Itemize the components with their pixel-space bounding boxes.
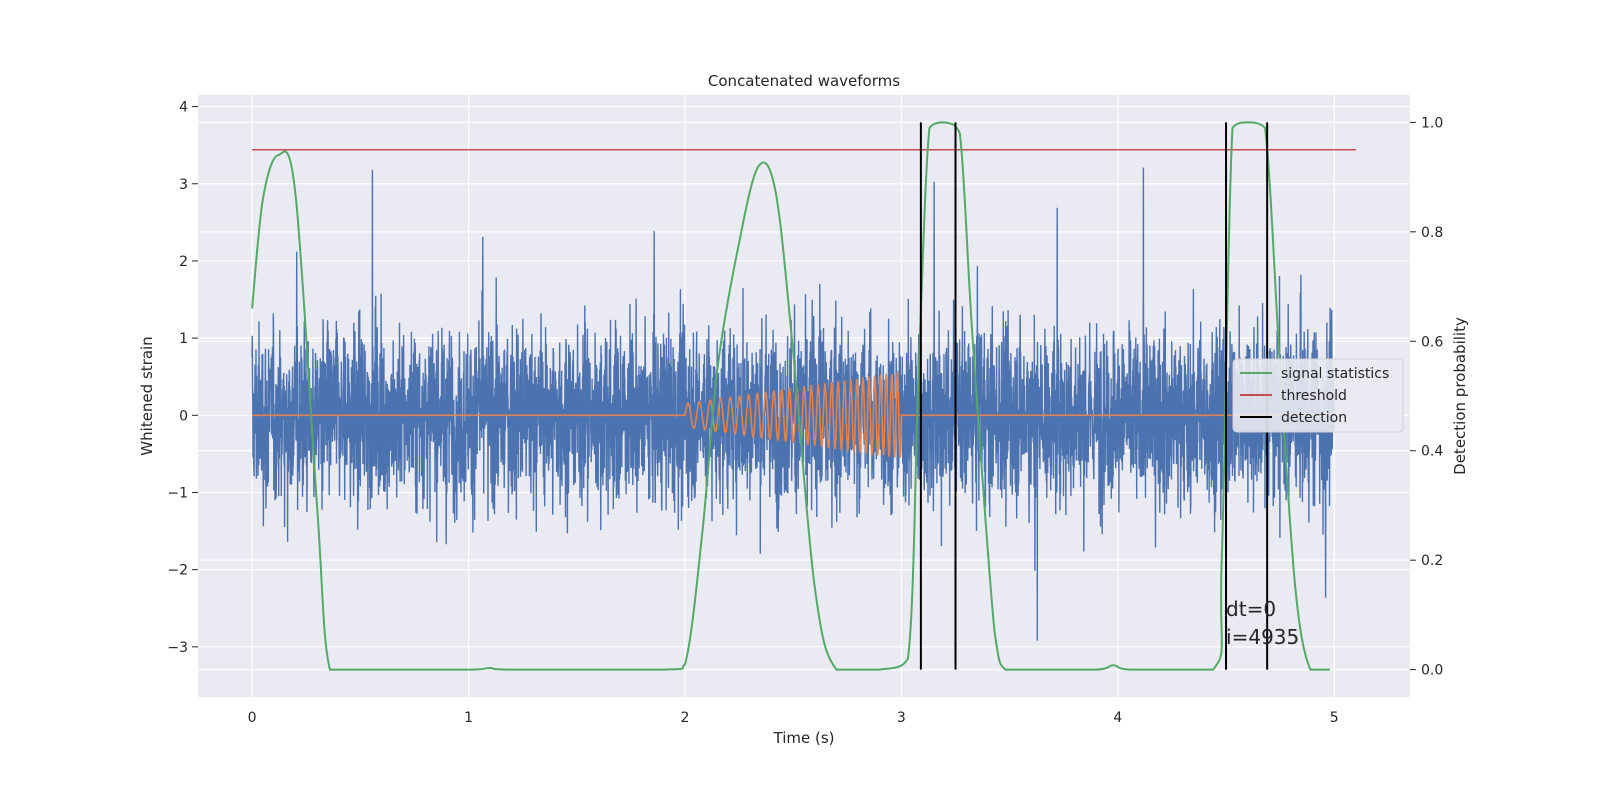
y-tick-label: 2 (179, 254, 188, 270)
y-tick-label: 3 (179, 177, 188, 193)
legend: signal statistics threshold detection (1232, 358, 1404, 433)
ticks: 0 1 2 3 4 5 −3 −2 −1 0 1 2 3 4 0.0 0.2 0.4 0.6 0.8 1.0 (167, 100, 1443, 726)
x-tick-label: 5 (1330, 710, 1339, 726)
annotation-index: i=4935 (1226, 625, 1299, 649)
legend-label: detection (1281, 410, 1347, 426)
y2-tick-label: 0.6 (1421, 334, 1443, 350)
y2-tick-label: 0.2 (1421, 553, 1443, 569)
x-tick-label: 2 (681, 710, 690, 726)
x-tick-label: 1 (464, 710, 473, 726)
legend-box (1232, 358, 1404, 433)
noise-series-line (251, 167, 1335, 641)
annotation-dt: dt=0 (1226, 597, 1276, 621)
y-tick-label: 0 (179, 408, 188, 424)
chart-title: Concatenated waveforms (708, 72, 900, 90)
x-tick-label: 4 (1113, 710, 1122, 726)
y2-axis-label: Detection probability (1451, 317, 1469, 475)
x-axis-label: Time (s) (773, 729, 835, 747)
legend-label: signal statistics (1281, 366, 1389, 382)
y2-tick-label: 0.8 (1421, 225, 1443, 241)
y-tick-label: 4 (179, 100, 188, 116)
y2-tick-label: 0.0 (1421, 663, 1443, 679)
y-tick-label: −2 (167, 563, 188, 579)
x-tick-label: 3 (897, 710, 906, 726)
x-tick-label: 0 (248, 710, 257, 726)
y-tick-label: 1 (179, 331, 188, 347)
y-axis-label: Whitened strain (138, 336, 156, 455)
legend-label: threshold (1281, 388, 1347, 404)
y2-tick-label: 0.4 (1421, 444, 1443, 460)
y-tick-label: −1 (167, 485, 188, 501)
y2-tick-label: 1.0 (1421, 115, 1443, 131)
chirp-series-line (252, 370, 1335, 459)
y-tick-label: −3 (167, 640, 188, 656)
